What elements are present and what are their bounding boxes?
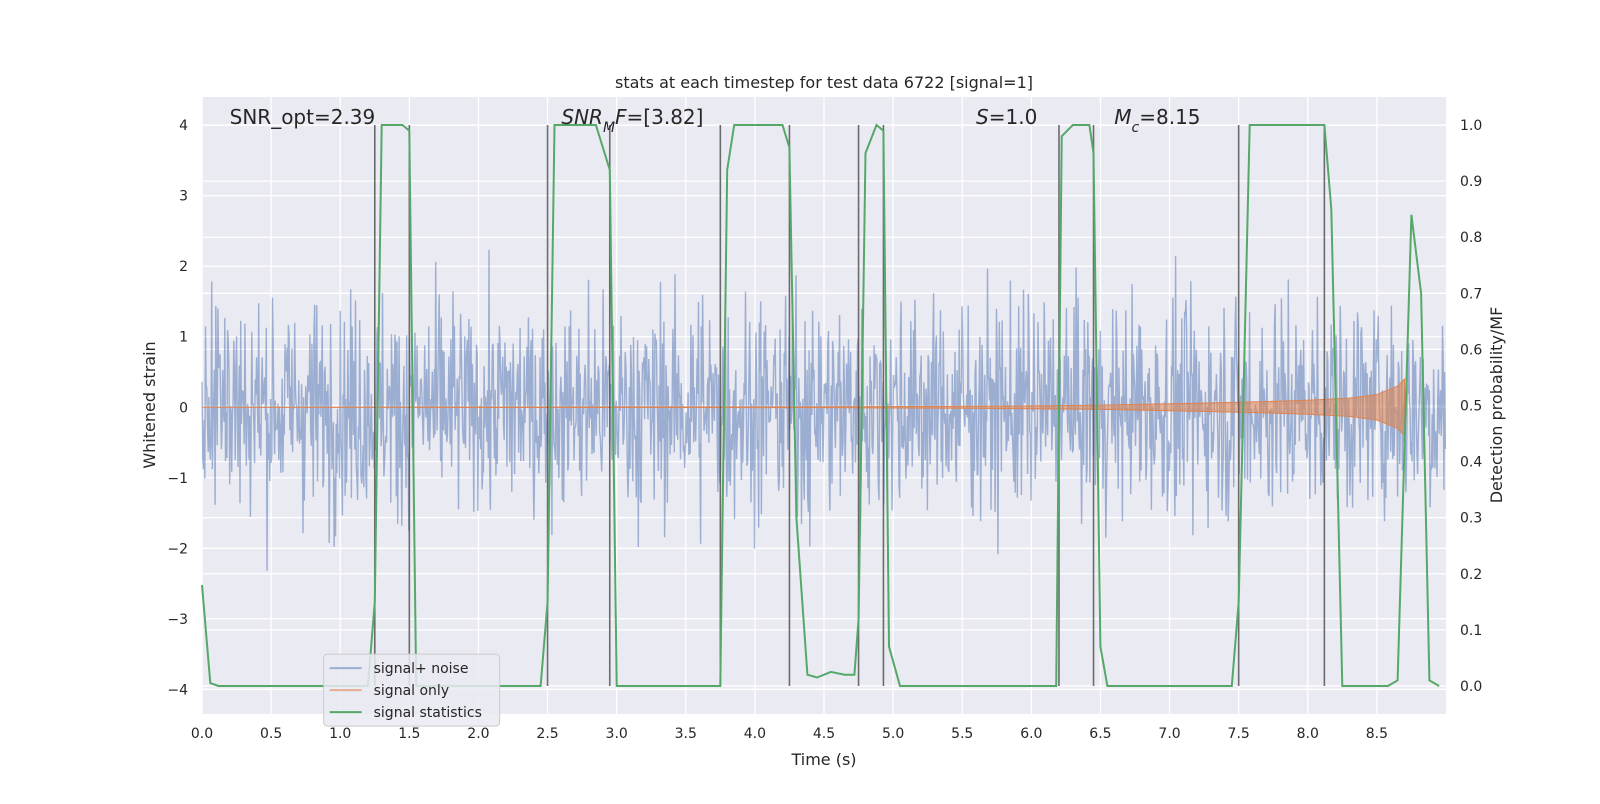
annotations: SNR_opt=2.39 SNRMF=[3.82] S=1.0 Mc=8.15	[230, 105, 1201, 136]
x-tick-labels: 0.0 0.5 1.0 1.5 2.0 2.5 3.0 3.5 4.0 4.5 5.0 5.5 6.0 6…	[191, 726, 1388, 742]
x-tick-label: 0.0	[191, 726, 213, 742]
y-tick-label-left: 2	[179, 259, 188, 275]
x-tick-label: 0.5	[260, 726, 282, 742]
x-tick-label: 7.5	[1228, 726, 1250, 742]
annotation-part: =8.15	[1139, 105, 1200, 129]
x-tick-label: 3.0	[606, 726, 628, 742]
y-tick-label-left: −2	[167, 541, 188, 557]
annotation-part: M	[1114, 105, 1131, 129]
y-tick-label-right: 0.4	[1460, 455, 1482, 471]
annotation-part: =[3.82]	[627, 105, 704, 129]
y-axis-label-right: Detection probability/MF	[1487, 307, 1506, 504]
y-tick-label-left: −3	[167, 612, 188, 628]
legend-box	[323, 653, 501, 727]
y-tick-label-right: 0.9	[1460, 174, 1482, 190]
annotation-part: SNR	[561, 105, 603, 129]
annotation: S=1.0	[976, 105, 1037, 129]
x-axis-label: Time (s)	[790, 750, 856, 769]
annotation: SNRMF=[3.82]	[561, 105, 703, 136]
x-tick-label: 6.5	[1089, 726, 1111, 742]
y-tick-label-left: 3	[179, 189, 188, 205]
y-tick-label-left: 1	[179, 330, 188, 346]
annotation-part: S	[976, 105, 989, 129]
statistics-layer	[201, 123, 1440, 687]
x-tick-label: 2.5	[536, 726, 558, 742]
y-tick-label-right: 0.6	[1460, 342, 1482, 358]
annotation: SNR_opt=2.39	[230, 105, 376, 129]
x-tick-label: 6.0	[1020, 726, 1042, 742]
y-tick-label-right: 0.0	[1460, 679, 1482, 695]
right-y-tick-labels: 0.0 0.1 0.2 0.3 0.4 0.5 0.6 0.7 0.8 0.9 1.0	[1460, 118, 1482, 695]
annotation-part: c	[1132, 120, 1140, 136]
x-tick-label: 8.0	[1297, 726, 1319, 742]
y-tick-label-right: 0.7	[1460, 286, 1482, 302]
annotation-part: M	[603, 120, 615, 136]
series-signal-statistics	[201, 123, 1440, 687]
y-tick-label-right: 1.0	[1460, 118, 1482, 134]
y-tick-label-right: 0.3	[1460, 511, 1482, 527]
x-tick-label: 2.0	[467, 726, 489, 742]
y-tick-label-right: 0.5	[1460, 399, 1482, 415]
x-tick-label: 7.0	[1158, 726, 1180, 742]
legend-label: signal statistics	[374, 705, 482, 721]
legend: signal+ noise signal only signal statistic…	[323, 653, 501, 727]
legend-label: signal only	[374, 683, 449, 699]
series-signal-only	[201, 377, 1405, 437]
left-y-tick-labels: −4 −3 −2 −1 0 1 2 3 4	[167, 118, 188, 698]
annotation-part: F	[615, 105, 627, 129]
y-axis-label-left: Whitened strain	[140, 341, 159, 468]
y-tick-label-left: 4	[179, 118, 188, 134]
x-tick-label: 5.5	[951, 726, 973, 742]
x-tick-label: 5.0	[882, 726, 904, 742]
y-tick-label-right: 0.2	[1460, 567, 1482, 583]
y-tick-label-left: −4	[167, 682, 188, 698]
chart-title: stats at each timestep for test data 672…	[615, 73, 1033, 92]
legend-label: signal+ noise	[374, 661, 469, 677]
x-tick-label: 4.0	[744, 726, 766, 742]
x-tick-label: 4.5	[813, 726, 835, 742]
x-tick-label: 8.5	[1366, 726, 1388, 742]
y-tick-label-left: −1	[167, 471, 188, 487]
annotation: Mc=8.15	[1114, 105, 1200, 136]
y-tick-label-left: 0	[179, 400, 188, 416]
x-tick-label: 3.5	[675, 726, 697, 742]
y-tick-label-right: 0.1	[1460, 623, 1482, 639]
annotation-part: =1.0	[989, 105, 1038, 129]
x-tick-label: 1.0	[329, 726, 351, 742]
y-tick-label-right: 0.8	[1460, 230, 1482, 246]
x-tick-label: 1.5	[398, 726, 420, 742]
